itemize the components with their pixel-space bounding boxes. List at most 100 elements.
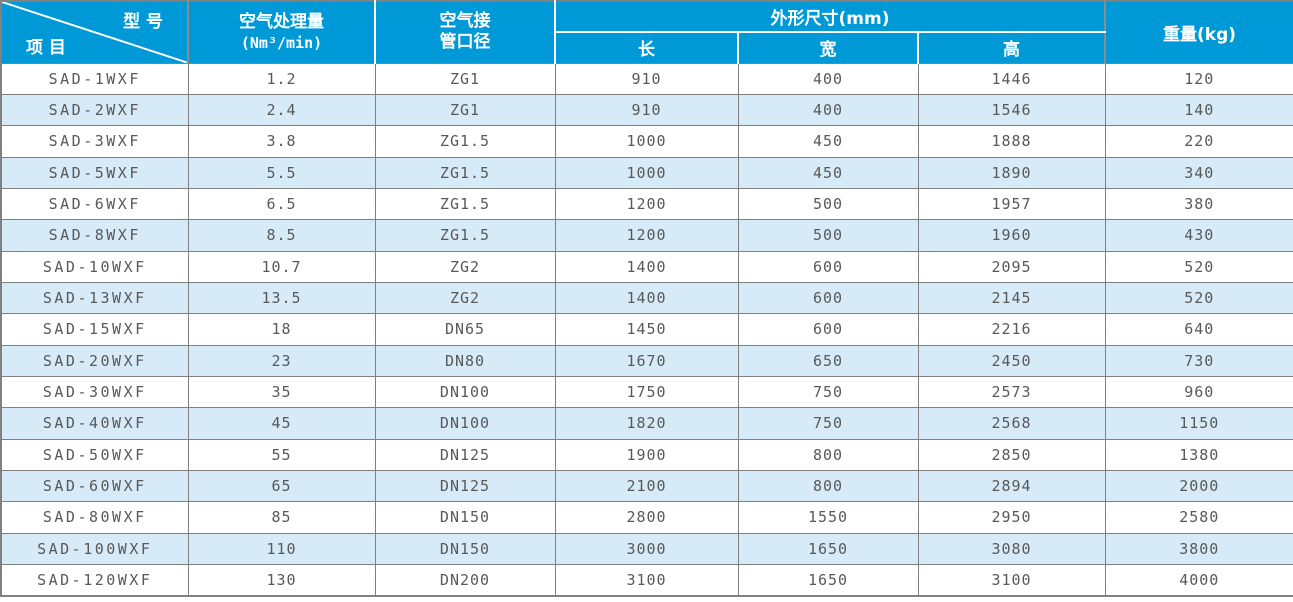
cell-weight: 960 [1104,375,1293,409]
cell-weight: 520 [1104,250,1293,283]
cell-model: SAD-20WXF [0,344,189,377]
cell-height: 1960 [917,219,1106,252]
header-dimensions: 外形尺寸(mm) [555,1,1107,33]
cell-width: 600 [737,281,919,315]
cell-capacity: 45 [187,407,376,440]
cell-pipe: DN125 [374,438,556,471]
cell-model: SAD-5WXF [0,156,189,189]
cell-length: 1670 [554,344,739,377]
table-row: SAD-80WXF 85 DN150 2800 1550 2950 2580 [0,501,1293,534]
cell-pipe: DN65 [374,313,556,346]
header-length: 长 [555,32,739,63]
cell-width: 650 [737,344,919,377]
cell-pipe: DN100 [374,407,556,440]
cell-width: 400 [737,62,919,95]
cell-length: 2800 [554,501,739,534]
cell-capacity: 110 [187,532,376,566]
table-row: SAD-10WXF 10.7 ZG2 1400 600 2095 520 [0,250,1293,283]
header-width: 宽 [738,32,919,63]
cell-height: 2573 [917,375,1106,409]
cell-length: 910 [554,62,739,95]
cell-width: 450 [737,156,919,189]
cell-length: 1450 [554,313,739,346]
table-row: SAD-30WXF 35 DN100 1750 750 2573 960 [0,375,1293,409]
cell-weight: 340 [1104,156,1293,189]
cell-capacity: 85 [187,501,376,534]
cell-length: 910 [554,93,739,127]
header-capacity-title: 空气处理量 [239,12,324,33]
table-row: SAD-13WXF 13.5 ZG2 1400 600 2145 520 [0,281,1293,315]
table-row: SAD-15WXF 18 DN65 1450 600 2216 640 [0,313,1293,346]
cell-height: 2450 [917,344,1106,377]
corner-label-model: 型 号 [123,12,163,32]
cell-width: 1650 [737,564,919,597]
cell-width: 600 [737,313,919,346]
table-row: SAD-20WXF 23 DN80 1670 650 2450 730 [0,344,1293,377]
cell-length: 1900 [554,438,739,471]
cell-weight: 730 [1104,344,1293,377]
corner-label-item: 项 目 [26,37,66,58]
header-pipe: 空气接 管口径 [375,1,556,63]
cell-capacity: 5.5 [187,156,376,189]
cell-length: 1750 [554,375,739,409]
table-row: SAD-50WXF 55 DN125 1900 800 2850 1380 [0,438,1293,471]
cell-pipe: DN150 [374,532,556,566]
cell-model: SAD-30WXF [0,375,189,409]
cell-capacity: 1.2 [187,62,376,95]
cell-pipe: DN200 [374,564,556,597]
cell-width: 1650 [737,532,919,566]
cell-weight: 1380 [1104,438,1293,471]
cell-weight: 1150 [1104,407,1293,440]
cell-width: 1550 [737,501,919,534]
cell-capacity: 13.5 [187,281,376,315]
cell-model: SAD-6WXF [0,187,189,221]
corner-header-cell: 型 号 项 目 [1,1,189,63]
cell-model: SAD-50WXF [0,438,189,471]
cell-height: 3080 [917,532,1106,566]
cell-height: 2950 [917,501,1106,534]
cell-height: 2850 [917,438,1106,471]
table-row: SAD-6WXF 6.5 ZG1.5 1200 500 1957 380 [0,187,1293,221]
cell-model: SAD-2WXF [0,93,189,127]
cell-capacity: 8.5 [187,219,376,252]
cell-height: 1546 [917,93,1106,127]
cell-height: 3100 [917,564,1106,597]
cell-model: SAD-120WXF [0,564,189,597]
cell-weight: 220 [1104,125,1293,158]
cell-height: 2216 [917,313,1106,346]
cell-width: 800 [737,469,919,503]
cell-pipe: ZG1.5 [374,156,556,189]
cell-height: 2145 [917,281,1106,315]
table-header: 型 号 项 目 空气处理量 (Nm³/min) 空气接 管口径 外形尺寸(mm)… [1,1,1293,63]
cell-width: 500 [737,187,919,221]
cell-length: 3000 [554,532,739,566]
cell-width: 500 [737,219,919,252]
table-body: SAD-1WXF 1.2 ZG1 910 400 1446 120 SAD-2WXF 2.4 ZG… [0,62,1293,597]
cell-capacity: 55 [187,438,376,471]
cell-model: SAD-40WXF [0,407,189,440]
cell-capacity: 130 [187,564,376,597]
table-row: SAD-60WXF 65 DN125 2100 800 2894 2000 [0,469,1293,503]
cell-model: SAD-100WXF [0,532,189,566]
cell-capacity: 18 [187,313,376,346]
header-row-1: 型 号 项 目 空气处理量 (Nm³/min) 空气接 管口径 外形尺寸(mm)… [1,1,1293,63]
cell-pipe: ZG1.5 [374,219,556,252]
table-row: SAD-2WXF 2.4 ZG1 910 400 1546 140 [0,93,1293,127]
cell-length: 1000 [554,125,739,158]
cell-length: 2100 [554,469,739,503]
cell-weight: 430 [1104,219,1293,252]
diagonal-line [2,2,187,63]
cell-pipe: ZG1 [374,62,556,95]
cell-height: 1957 [917,187,1106,221]
cell-model: SAD-3WXF [0,125,189,158]
cell-weight: 520 [1104,281,1293,315]
table-row: SAD-3WXF 3.8 ZG1.5 1000 450 1888 220 [0,125,1293,158]
cell-pipe: ZG2 [374,250,556,283]
cell-pipe: DN125 [374,469,556,503]
cell-height: 2894 [917,469,1106,503]
cell-pipe: ZG1 [374,93,556,127]
table-row: SAD-40WXF 45 DN100 1820 750 2568 1150 [0,407,1293,440]
cell-weight: 2000 [1104,469,1293,503]
table-row: SAD-8WXF 8.5 ZG1.5 1200 500 1960 430 [0,219,1293,252]
